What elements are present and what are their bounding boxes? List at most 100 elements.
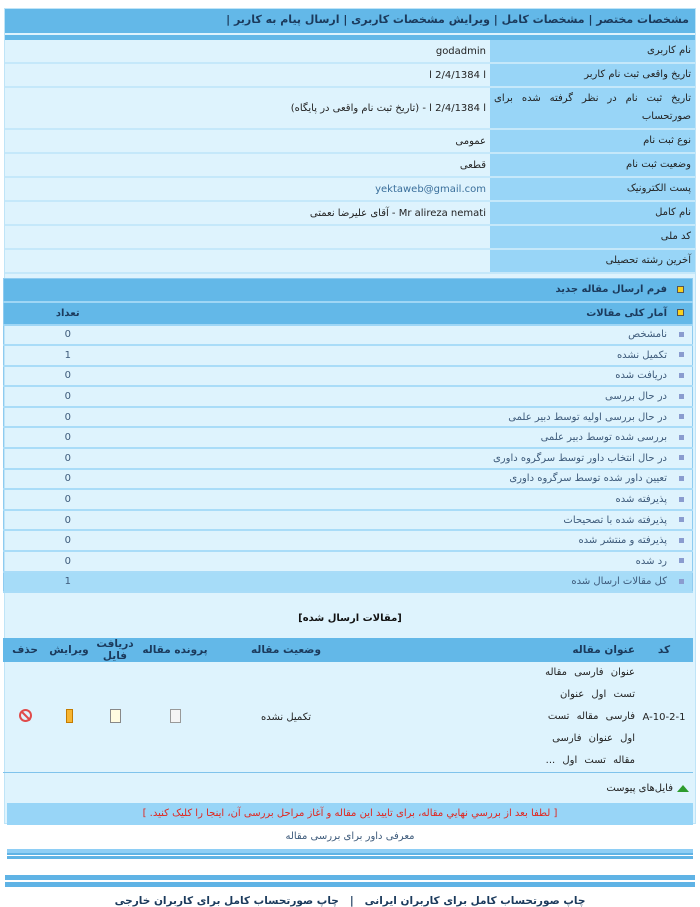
stat-label[interactable]: در حال بررسی: [203, 386, 693, 408]
stat-label-text: کل مقالات ارسال شده: [571, 576, 667, 588]
label-full-name: نام کامل: [490, 201, 695, 226]
stat-label-text: پذیرفته و منتشر شده: [578, 535, 667, 547]
stat-count: 0: [3, 489, 204, 511]
bullet-icon: [679, 578, 684, 584]
bullet-icon: [679, 393, 684, 399]
col-file: پرونده مقاله: [139, 638, 211, 663]
value-national-code: [5, 225, 490, 250]
article-code: A-10-2-1: [635, 662, 693, 774]
col-status: وضعیت مقاله: [211, 638, 361, 663]
nav-edit-profile[interactable]: ویرایش مشخصات کاربری: [351, 13, 490, 26]
value-last-degree: [5, 249, 490, 274]
stat-count: 0: [3, 509, 204, 532]
value-full-name: Mr alireza nemati - آقای علیرضا نعمتی: [5, 201, 490, 226]
label-reg-status: وضعیت ثبت نام: [490, 153, 695, 178]
label-national-code: کد ملی: [490, 225, 695, 250]
stats-row: پذیرفته شده با تصحیحات 0: [3, 509, 693, 532]
table-row: A-10-2-1 عنوان فارسی مقاله تست اول عنوان…: [3, 662, 693, 774]
stat-label-text: در حال انتخاب داور توسط سرگروه داوری: [492, 452, 667, 464]
stat-label-text: نامشخص: [628, 329, 667, 341]
stat-count: 0: [3, 406, 204, 429]
col-download: دریافت فایل: [91, 638, 139, 663]
stat-label[interactable]: تعیین داور شده توسط سرگروه داوری: [203, 468, 693, 491]
footer: چاپ صورتحساب کامل برای کاربران ایرانی | …: [5, 895, 695, 907]
col-delete: حذف: [3, 638, 47, 663]
stat-label[interactable]: پذیرفته شده با تصحیحات: [203, 509, 693, 532]
stat-count: 0: [3, 427, 204, 450]
divider: [7, 856, 693, 860]
stats-row: در حال بررسی 0: [3, 386, 693, 408]
stat-count: 0: [3, 324, 204, 347]
articles-table: کد عنوان مقاله وضعیت مقاله پرونده مقاله …: [3, 638, 693, 774]
upload-arrow-icon: [677, 784, 689, 792]
article-title: عنوان فارسی مقاله تست اول عنوان فارسی مق…: [361, 662, 635, 774]
introduce-referee-link[interactable]: معرفی داور برای بررسی مقاله: [285, 831, 415, 843]
print-invoice-foreign[interactable]: چاپ صورتحساب کامل برای کاربران خارجی: [114, 895, 339, 907]
stats-row: پذیرفته و منتشر شده 0: [3, 530, 693, 553]
attachments-link[interactable]: فایل‌های پیوست: [11, 783, 689, 803]
confirm-article-link[interactable]: [ لطفا بعد از بررسي نهايي مقاله، برای تا…: [7, 803, 693, 826]
article-file-icon[interactable]: [169, 708, 181, 723]
stat-count: 0: [3, 448, 204, 470]
value-billing-reg-date: ا 2/4/1384 ا - (تاریخ ثبت نام واقعی در پ…: [5, 87, 490, 130]
bullet-icon: [679, 455, 684, 461]
user-info-table: نام کاربری godadmin تاریخ واقعی ثبت نام ک…: [5, 40, 695, 274]
stat-label[interactable]: رد شده: [203, 551, 693, 573]
new-article-form-link[interactable]: فرم ارسال مقاله جدید: [4, 279, 693, 302]
article-status: تکمیل نشده: [211, 662, 361, 774]
divider: [5, 875, 695, 881]
stat-label-text: دریافت شده: [615, 370, 667, 382]
stat-label[interactable]: دریافت شده: [203, 365, 693, 388]
stat-label[interactable]: نامشخص: [203, 324, 693, 347]
stat-count: 0: [3, 530, 204, 553]
value-email[interactable]: yektaweb@gmail.com: [5, 177, 490, 202]
attachments-label: فایل‌های پیوست: [606, 783, 673, 795]
stat-count: 0: [3, 365, 204, 388]
label-last-degree: آخرین رشته تحصیلی: [490, 249, 695, 274]
divider: [5, 35, 695, 40]
stats-row: نامشخص 0: [3, 324, 693, 347]
stats-row: پذیرفته شده 0: [3, 489, 693, 511]
stat-label-text: بررسی شده توسط دبیر علمی: [540, 432, 667, 444]
stat-label-text: پذیرفته شده با تصحیحات: [563, 514, 667, 526]
stat-label-text: در حال بررسی اولیه توسط دبیر علمی: [508, 411, 667, 423]
stats-row: بررسی شده توسط دبیر علمی 0: [3, 427, 693, 450]
stat-label[interactable]: بررسی شده توسط دبیر علمی: [203, 427, 693, 450]
bullet-icon: [677, 285, 684, 293]
stat-count: 1: [3, 345, 204, 367]
delete-icon[interactable]: [18, 709, 32, 723]
footer-separator: |: [349, 895, 354, 907]
print-invoice-iranian[interactable]: چاپ صورتحساب کامل برای کاربران ایرانی: [364, 895, 586, 907]
submitted-articles-title: [مقالات ارسال شده]: [298, 613, 402, 625]
download-file-icon[interactable]: [109, 708, 121, 723]
nav-full-profile[interactable]: مشخصات کامل: [501, 13, 585, 26]
stat-label[interactable]: پذیرفته شده: [203, 489, 693, 511]
edit-pencil-icon[interactable]: [65, 708, 73, 723]
stat-label[interactable]: تکمیل نشده: [203, 345, 693, 367]
value-reg-status: قطعی: [5, 153, 490, 178]
bullet-icon: [679, 414, 684, 420]
stats-row: رد شده 0: [3, 551, 693, 573]
top-nav: مشخصات مختصر | مشخصات کامل | ویرایش مشخص…: [5, 9, 695, 33]
stats-title-label: آمار کلی مقالات: [586, 307, 667, 319]
stats-row: تعیین داور شده توسط سرگروه داوری 0: [3, 468, 693, 491]
label-reg-type: نوع ثبت نام: [490, 129, 695, 154]
stat-label-text: تکمیل نشده: [616, 349, 667, 361]
stat-label[interactable]: در حال بررسی اولیه توسط دبیر علمی: [203, 406, 693, 429]
stats-title: آمار کلی مقالات: [204, 302, 693, 325]
bullet-icon: [679, 352, 684, 358]
bullet-icon: [677, 309, 684, 316]
col-edit: ویرایش: [47, 638, 91, 663]
stat-label[interactable]: کل مقالات ارسال شده: [203, 571, 693, 594]
nav-brief-profile[interactable]: مشخصات مختصر: [596, 13, 689, 26]
bullet-icon: [679, 517, 684, 523]
value-real-reg-date: ا 2/4/1384 ا: [5, 63, 490, 88]
stat-label[interactable]: پذیرفته و منتشر شده: [203, 530, 693, 553]
nav-send-message[interactable]: ارسال پیام به کاربر: [233, 13, 340, 26]
bullet-icon: [679, 496, 684, 502]
new-article-form-label: فرم ارسال مقاله جدید: [555, 284, 667, 296]
bullet-icon: [679, 558, 684, 564]
stats-row: تکمیل نشده 1: [3, 345, 693, 367]
stat-label[interactable]: در حال انتخاب داور توسط سرگروه داوری: [203, 448, 693, 470]
stats-row: در حال بررسی اولیه توسط دبیر علمی 0: [3, 406, 693, 429]
